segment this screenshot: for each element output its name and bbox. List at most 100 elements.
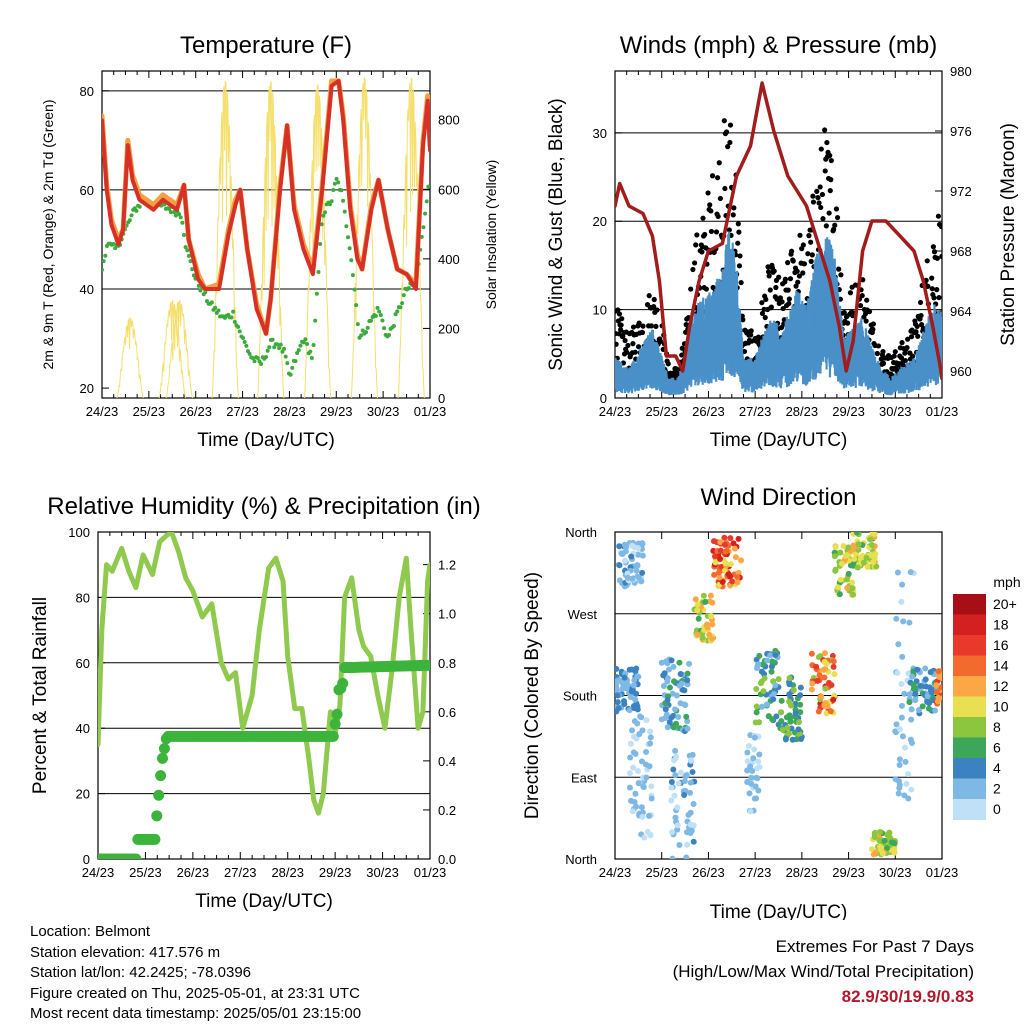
direction-point xyxy=(838,560,845,567)
direction-point xyxy=(760,688,767,695)
direction-point xyxy=(758,668,765,675)
direction-point xyxy=(823,661,830,668)
humidity-y2tick-label: 0.2 xyxy=(438,803,456,818)
direction-point xyxy=(721,541,728,548)
direction-point xyxy=(729,578,736,585)
direction-point xyxy=(828,682,835,689)
gust-point xyxy=(905,336,911,342)
gust-point xyxy=(934,287,940,293)
direction-point xyxy=(694,601,701,608)
direction-ytick-label: South xyxy=(563,689,597,704)
gust-point xyxy=(615,341,619,347)
dewpoint-point xyxy=(359,333,364,338)
dewpoint-point xyxy=(137,204,142,209)
legend-label: 4 xyxy=(993,760,1001,776)
gust-point xyxy=(915,333,921,339)
direction-point xyxy=(813,663,820,670)
direction-point xyxy=(821,650,828,657)
temperature-xtick-label: 30/23 xyxy=(367,404,400,419)
gust-point xyxy=(632,349,638,355)
rainfall-point xyxy=(155,770,167,782)
direction-point xyxy=(818,693,825,700)
direction-point xyxy=(876,843,883,850)
gust-point xyxy=(703,286,709,292)
dewpoint-point xyxy=(185,248,190,253)
direction-point xyxy=(745,742,752,749)
dewpoint-point xyxy=(198,288,203,293)
direction-point xyxy=(893,721,900,728)
direction-xtick-label: 01/23 xyxy=(926,865,959,880)
direction-point xyxy=(662,706,669,713)
direction-point xyxy=(685,811,692,818)
dewpoint-point xyxy=(346,235,350,240)
direction-xtick-label: 29/23 xyxy=(832,865,865,880)
rainfall-point xyxy=(337,677,349,689)
dewpoint-point xyxy=(285,361,290,366)
humidity-ylabel: Percent & Total Rainfall xyxy=(30,597,51,794)
dewpoint-point xyxy=(272,345,277,350)
temperature-ytick-label: 80 xyxy=(80,84,94,99)
gust-point xyxy=(714,175,721,181)
legend-label: 14 xyxy=(993,658,1009,674)
direction-point xyxy=(627,754,634,761)
direction-point xyxy=(909,673,916,680)
humidity-xtick-label: 25/23 xyxy=(129,865,162,880)
gust-point xyxy=(646,293,652,299)
direction-point xyxy=(895,778,902,785)
direction-point xyxy=(722,560,729,567)
direction-point xyxy=(632,790,639,797)
dewpoint-point xyxy=(391,324,396,329)
rainfall-point xyxy=(149,833,161,845)
direction-point xyxy=(764,657,771,664)
direction-point xyxy=(727,535,734,542)
direction-point xyxy=(795,726,802,733)
direction-point xyxy=(908,706,915,713)
dewpoint-point xyxy=(377,309,382,314)
humidity-xtick-label: 01/23 xyxy=(414,865,447,880)
direction-point xyxy=(628,553,635,560)
temperature-xlabel: Time (Day/UTC) xyxy=(197,430,335,451)
dewpoint-point xyxy=(298,343,303,348)
direction-point xyxy=(755,758,762,765)
direction-point xyxy=(872,849,879,856)
direction-point xyxy=(630,764,637,771)
direction-point xyxy=(677,769,684,776)
winds-xlabel: Time (Day/UTC) xyxy=(710,430,848,451)
dewpoint-point xyxy=(336,180,341,185)
dewpoint-point xyxy=(182,233,186,238)
gust-point xyxy=(679,345,685,351)
direction-point xyxy=(786,691,793,698)
rainfall-point xyxy=(153,789,165,801)
direction-point xyxy=(797,736,804,743)
gust-point xyxy=(722,185,728,192)
humidity-ytick-label: 80 xyxy=(76,590,90,605)
gust-point xyxy=(833,206,840,212)
direction-point xyxy=(709,621,716,628)
dewpoint-point xyxy=(242,339,247,344)
gust-point xyxy=(806,233,812,239)
gust-point xyxy=(870,326,876,332)
direction-point xyxy=(721,534,728,541)
solar-line xyxy=(303,84,332,398)
direction-point xyxy=(621,674,628,681)
gust-point xyxy=(730,212,736,218)
direction-point xyxy=(629,542,636,549)
direction-point xyxy=(621,700,628,707)
direction-point xyxy=(900,618,907,625)
gust-point xyxy=(914,323,920,330)
direction-point xyxy=(808,650,815,657)
direction-point xyxy=(871,532,878,538)
dewpoint-point xyxy=(191,273,196,278)
gust-point xyxy=(786,296,792,302)
legend-label: 0 xyxy=(993,801,1001,817)
latlon-text: Station lat/lon: 42.2425; -78.0396 xyxy=(30,964,252,981)
dewpoint-point xyxy=(401,293,406,298)
direction-point xyxy=(848,579,855,586)
direction-point xyxy=(730,540,737,547)
direction-point xyxy=(901,690,908,697)
direction-point xyxy=(755,661,762,668)
direction-point xyxy=(630,733,637,740)
dewpoint-point xyxy=(321,213,326,218)
direction-point xyxy=(790,687,797,694)
legend-swatch xyxy=(953,737,986,759)
